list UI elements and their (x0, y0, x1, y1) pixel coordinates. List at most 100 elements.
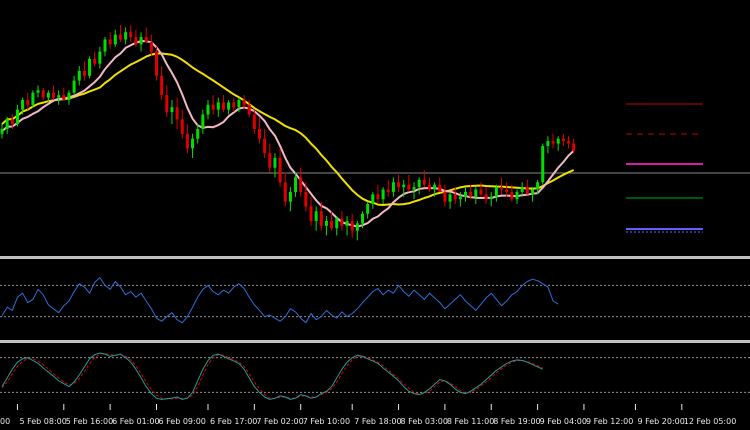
candle-body (108, 39, 112, 45)
candle-body (489, 196, 493, 200)
candle-body (124, 32, 128, 40)
candle-body (72, 80, 76, 93)
candle-body (567, 141, 570, 144)
candle-body (103, 39, 107, 52)
time-tick-label: 5 Feb 16:00 (66, 417, 113, 426)
candle-body (458, 196, 462, 200)
time-tick-label: 7 Feb 18:00 (354, 417, 401, 426)
candle-body (221, 102, 225, 110)
rsi-line (1, 277, 559, 324)
time-tick-label: 9 Feb 04:00 (540, 417, 587, 426)
candle-body (345, 220, 349, 226)
candle-body (242, 99, 246, 105)
stochastic-panel (0, 352, 750, 400)
fast-moving-average-line (1, 40, 575, 228)
candle-body (21, 99, 25, 110)
candle-body (422, 179, 426, 185)
candle-body (31, 92, 35, 105)
candle-body (93, 58, 97, 64)
candle-body (402, 184, 406, 188)
candle-body (484, 194, 488, 200)
candle-body (386, 189, 390, 192)
candle-body (216, 102, 220, 110)
candle-body (175, 107, 179, 120)
time-tick-label: 6 Feb 01:00 (112, 417, 159, 426)
candle-body (500, 187, 504, 190)
rsi-panel (0, 277, 750, 324)
time-tick-label: 6 Feb 09:00 (159, 417, 206, 426)
time-tick-label: 8 Feb 19:00 (493, 417, 540, 426)
candle-body (118, 34, 122, 40)
candle-body (288, 191, 292, 202)
candle-body (139, 37, 143, 45)
candle-body (541, 145, 545, 183)
candle-body (309, 206, 313, 221)
candle-body (515, 191, 519, 200)
candle-body (88, 58, 92, 76)
candle-body (417, 179, 421, 188)
candle-body (556, 138, 560, 144)
candle-body (427, 184, 431, 190)
candle-body (57, 95, 61, 98)
candle-body (304, 191, 308, 207)
candle-body (211, 104, 215, 110)
candle-body (561, 138, 565, 142)
candle-body (551, 141, 555, 144)
candle-body (433, 184, 437, 190)
candle-body (510, 191, 514, 200)
candle-body (232, 102, 236, 108)
candle-body (258, 129, 261, 139)
time-tick-label: 12 Feb 05:00 (684, 417, 736, 426)
candle-body (227, 102, 231, 110)
panel-separator (0, 256, 750, 259)
candle-body (180, 119, 184, 134)
time-tick-label: 00 (0, 417, 10, 426)
candle-body (77, 70, 81, 81)
candle-body (191, 138, 195, 149)
candle-body (366, 204, 370, 214)
candle-body (165, 95, 169, 113)
candle-body (201, 114, 205, 129)
time-tick-label: 8 Feb 03:00 (401, 417, 448, 426)
candle-body (324, 220, 328, 226)
candle-body (149, 41, 153, 52)
time-axis: 00 5 Feb 08:005 Feb 16:006 Feb 01:006 Feb… (0, 404, 736, 426)
candle-body (448, 194, 452, 202)
stochastic-main-line (1, 352, 544, 400)
candle-body (438, 184, 442, 192)
time-tick-label: 5 Feb 08:00 (19, 417, 66, 426)
candle-body (0, 129, 4, 134)
price-panel (0, 24, 750, 343)
candle-body (314, 211, 318, 221)
slow-moving-average-line (1, 52, 575, 206)
stochastic-signal-line (1, 353, 544, 400)
candle-body (196, 129, 200, 139)
candle-body (237, 99, 241, 108)
candle-body (330, 220, 334, 229)
candle-body (170, 107, 174, 113)
candle-body (113, 34, 117, 45)
candle-body (82, 70, 86, 76)
candle-body (155, 51, 158, 76)
candle-body (479, 189, 483, 195)
time-tick-label: 7 Feb 10:00 (303, 417, 350, 426)
candle-body (536, 182, 540, 190)
candle-body (67, 92, 71, 100)
candle-body (46, 92, 50, 98)
candle-body (350, 220, 354, 231)
time-tick-label: 6 Feb 17:00 (210, 417, 257, 426)
candle-body (474, 189, 478, 197)
candle-body (98, 51, 102, 64)
candle-body (41, 90, 45, 98)
candle-body (546, 141, 550, 146)
candle-body (160, 75, 164, 96)
time-tick-label: 7 Feb 02:00 (256, 417, 303, 426)
candle-body (319, 211, 323, 226)
candle-body (5, 119, 9, 129)
candle-body (505, 189, 509, 192)
candle-body (412, 187, 416, 190)
candle-body (36, 90, 40, 93)
candle-body (252, 114, 256, 129)
candle-body (464, 191, 467, 197)
